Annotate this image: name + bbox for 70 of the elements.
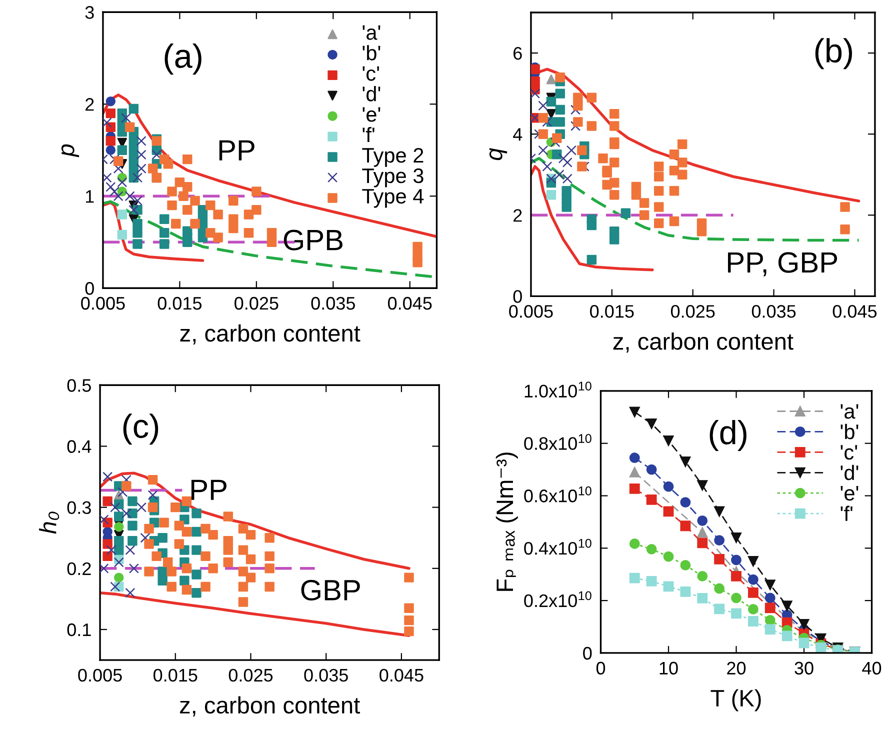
y-tick-label: 0 — [85, 282, 94, 295]
x-tick-label: 0.045 — [380, 668, 424, 682]
legend-label: 'd' — [840, 464, 858, 480]
legend-label: 'c' — [840, 445, 858, 460]
y-tick-label: 0.5 — [67, 379, 91, 392]
y-axis-title: p — [61, 144, 80, 158]
x-axis-title: z, carbon content — [180, 324, 360, 345]
legend-label: Type 4 — [362, 189, 424, 208]
x-tick-label: 20 — [727, 662, 746, 675]
annotation: (d) — [710, 420, 746, 452]
annotation: PP — [219, 140, 254, 160]
y-axis-title: h₀ — [39, 512, 60, 534]
x-tick-label: 40 — [862, 662, 882, 675]
legend-label: 'a' — [840, 404, 858, 419]
x-tick-label: 10 — [660, 662, 678, 675]
x-tick-label: 0.035 — [311, 296, 355, 310]
legend-label: 'd' — [362, 86, 380, 102]
x-tick-label: 0.025 — [228, 668, 273, 682]
legend-label: 'c' — [362, 66, 380, 81]
legend-label: 'b' — [362, 45, 380, 60]
x-axis-title: z, carbon content — [180, 696, 360, 716]
x-tick-label: 0.035 — [304, 668, 348, 682]
y-tick-label: 4 — [513, 128, 522, 141]
y-tick-label: 0.4 — [67, 440, 92, 453]
annotation: (a) — [164, 44, 202, 75]
y-tick-label: 6 — [514, 46, 522, 60]
y-axis-title: q — [489, 148, 508, 160]
y-tick-label: 0.2 — [67, 562, 91, 576]
x-tick-label: 0.025 — [670, 305, 715, 318]
legend-label: 'a' — [362, 25, 380, 40]
y-tick-label: 0 — [583, 646, 592, 660]
y-tick-label: 0.6x10$^{10}$ — [524, 486, 592, 502]
annotation: GBP — [301, 580, 360, 601]
legend-label: Type 2 — [362, 148, 424, 167]
x-tick-label: 0.045 — [832, 305, 877, 318]
x-tick-label: 30 — [794, 662, 814, 675]
legend-label: Type 3 — [362, 168, 424, 188]
y-tick-label: 0.1 — [67, 623, 91, 636]
annotation: (b) — [815, 38, 852, 70]
y-tick-label: 1 — [86, 190, 94, 203]
x-tick-label: 0.005 — [81, 296, 125, 310]
x-axis-title: z, carbon content — [613, 332, 794, 353]
legend-label: 'f' — [840, 506, 852, 521]
y-axis-title: Fₚ ₘₐₓ (Nm⁻³) — [496, 452, 518, 591]
x-tick-label: 0.005 — [509, 305, 553, 318]
y-tick-label: 3 — [85, 6, 94, 19]
x-tick-label: 0.045 — [388, 296, 432, 310]
x-tick-label: 0.005 — [78, 668, 122, 682]
y-tick-label: 2 — [86, 98, 94, 111]
legend-label: 'b' — [840, 424, 858, 440]
y-tick-label: 0.2x10$^{10}$ — [524, 591, 592, 608]
y-tick-label: 0.8x10$^{10}$ — [524, 434, 592, 450]
legend-label: 'e' — [362, 107, 380, 122]
x-tick-label: 0.015 — [158, 296, 202, 310]
x-tick-label: 0 — [596, 662, 606, 675]
y-tick-label: 1.0x10$^{10}$ — [524, 382, 592, 398]
x-tick-label: 0.015 — [590, 305, 634, 318]
legend-label: 'e' — [840, 486, 858, 501]
y-tick-label: 2 — [514, 209, 522, 222]
y-tick-label: 0.4x10$^{10}$ — [524, 538, 592, 555]
x-tick-label: 0.025 — [234, 296, 278, 310]
legend-label: 'f' — [362, 126, 374, 142]
annotation: GPB — [284, 230, 342, 250]
x-tick-label: 0.035 — [752, 305, 796, 318]
x-tick-label: 0.015 — [154, 668, 198, 682]
annotation: PP — [191, 480, 226, 500]
y-tick-label: 0.3 — [67, 501, 91, 514]
annotation: PP, GBP — [728, 252, 838, 276]
x-axis-title: T (K) — [710, 689, 761, 712]
annotation: (c) — [123, 414, 158, 445]
